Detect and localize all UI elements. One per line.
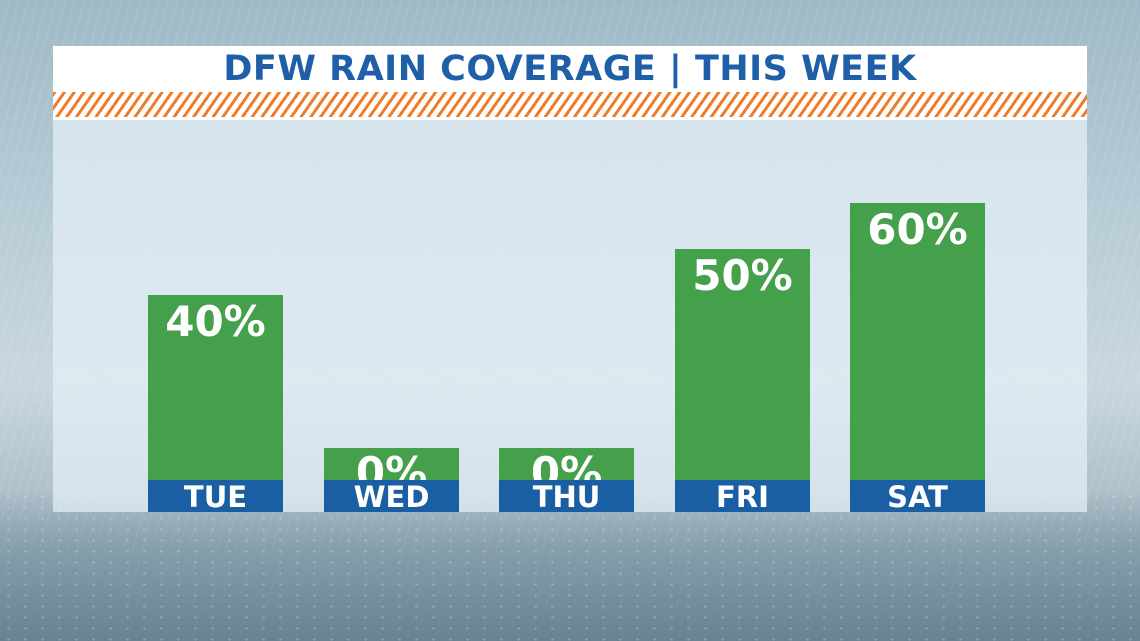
day-label-wed: WED: [324, 480, 459, 514]
day-label-sat: SAT: [850, 480, 985, 514]
bar-value-label: 40%: [165, 297, 266, 347]
orange-hatch-stripe: [53, 92, 1087, 117]
bar-tue: 40%: [148, 295, 283, 512]
wet-ground-background: [0, 491, 1140, 641]
day-label-fri: FRI: [675, 480, 810, 514]
chart-title: DFW RAIN COVERAGE | THIS WEEK: [223, 49, 917, 89]
bar-sat: 60%: [850, 202, 985, 512]
day-label-thu: THU: [499, 480, 634, 514]
bar-value-label: 60%: [867, 204, 968, 254]
day-label-tue: TUE: [148, 480, 283, 514]
bar-fri: 50%: [675, 249, 810, 512]
stripe-divider: [53, 117, 1087, 120]
title-bar: DFW RAIN COVERAGE | THIS WEEK: [53, 46, 1087, 92]
bar-value-label: 50%: [692, 251, 793, 300]
